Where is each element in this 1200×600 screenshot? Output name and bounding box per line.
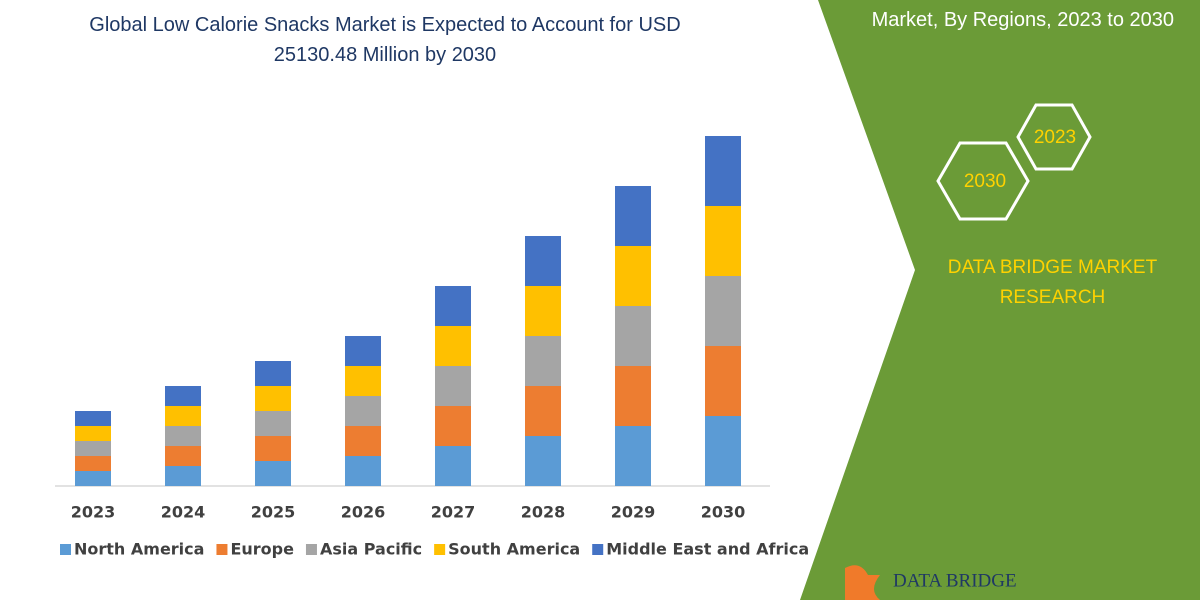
bar-segment bbox=[165, 386, 201, 406]
legend-swatch bbox=[434, 544, 446, 555]
hexagon bbox=[1016, 103, 1092, 171]
chart-title: Global Low Calorie Snacks Market is Expe… bbox=[89, 14, 681, 66]
panel-heading: Market, By Regions, 2023 to 2030 bbox=[871, 9, 1174, 31]
bar-segment bbox=[345, 426, 381, 456]
legend-swatch bbox=[305, 544, 317, 555]
bar-segment bbox=[435, 366, 471, 406]
brand-text: DATA BRIDGE MARKET RESEARCH bbox=[947, 257, 1158, 308]
bar-segment bbox=[435, 446, 471, 486]
x-tick-label: 2030 bbox=[701, 503, 746, 522]
bar-segment bbox=[435, 286, 471, 326]
x-tick-label: 2027 bbox=[431, 503, 476, 522]
bar-segment bbox=[705, 206, 741, 276]
x-tick-label: 2023 bbox=[71, 503, 116, 522]
bar-segment bbox=[345, 396, 381, 426]
hexagon bbox=[936, 141, 1030, 221]
legend-label: Europe bbox=[230, 540, 294, 559]
bar-segment bbox=[75, 411, 111, 426]
bar-segment bbox=[705, 416, 741, 486]
bar-segment bbox=[255, 386, 291, 411]
bar-segment bbox=[345, 456, 381, 486]
hex-label: 2023 bbox=[1034, 127, 1076, 148]
bar-segment bbox=[615, 246, 651, 306]
bar-segment bbox=[75, 426, 111, 441]
logo-text: DATA BRIDGE bbox=[893, 570, 1017, 591]
legend-label: Middle East and Africa bbox=[606, 540, 809, 559]
bar-segment bbox=[255, 361, 291, 386]
bar-segment bbox=[345, 336, 381, 366]
bar-segment bbox=[75, 471, 111, 486]
hex-label: 2030 bbox=[964, 171, 1006, 192]
legend-swatch bbox=[60, 544, 71, 555]
bar-segment bbox=[255, 461, 291, 486]
bar-segment bbox=[255, 436, 291, 461]
bar-segment bbox=[615, 186, 651, 246]
x-tick-label: 2026 bbox=[341, 503, 386, 522]
bar-segment bbox=[525, 386, 561, 436]
x-tick-label: 2025 bbox=[251, 503, 296, 522]
bar-segment bbox=[525, 336, 561, 386]
x-tick-label: 2028 bbox=[521, 503, 566, 522]
bar-segment bbox=[525, 436, 561, 486]
bar-segment bbox=[525, 286, 561, 336]
bar-segment bbox=[525, 236, 561, 286]
legend-swatch bbox=[592, 544, 604, 555]
bar-segment bbox=[705, 346, 741, 416]
bar-segment bbox=[165, 466, 201, 486]
bar-segment bbox=[345, 366, 381, 396]
bar-segment bbox=[165, 406, 201, 426]
logo-icon bbox=[845, 565, 880, 600]
legend-label: South America bbox=[448, 540, 580, 559]
x-tick-label: 2024 bbox=[161, 503, 206, 522]
bar-segment bbox=[705, 276, 741, 346]
bar-segment bbox=[435, 326, 471, 366]
bar-segment bbox=[435, 406, 471, 446]
bar-segment bbox=[615, 426, 651, 486]
bar-segment bbox=[165, 426, 201, 446]
legend-label: North America bbox=[74, 540, 204, 559]
bar-segment bbox=[705, 136, 741, 206]
side-panel bbox=[800, 0, 1200, 600]
legend-label: Asia Pacific bbox=[320, 540, 422, 559]
bar-segment bbox=[165, 446, 201, 466]
bar-segment bbox=[615, 306, 651, 366]
legend-swatch bbox=[216, 544, 228, 555]
bar-segment bbox=[75, 441, 111, 456]
bar-segment bbox=[75, 456, 111, 471]
x-tick-label: 2029 bbox=[611, 503, 656, 522]
bar-segment bbox=[615, 366, 651, 426]
bar-segment bbox=[255, 411, 291, 436]
